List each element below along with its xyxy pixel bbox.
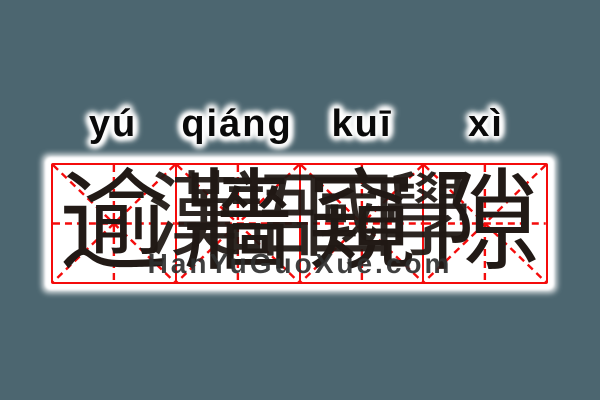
idiom-character-4: 隙 [430, 157, 541, 286]
pinyin-syllable-1: yú [88, 103, 138, 145]
rice-grid-guides [53, 165, 175, 282]
grid-cell-3: 窺 [300, 157, 425, 286]
idiom-character-1: 逾 [58, 157, 169, 286]
idiom-character-3: 窺 [306, 157, 417, 286]
grid-cell-2: 牆 [176, 157, 301, 286]
rice-grid-guides [300, 165, 423, 282]
pinyin-syllable-2: qiáng [181, 103, 293, 145]
pinyin-row: yú qiáng kuī xì [0, 100, 600, 148]
watermark-site-text: HanYuGuoXue.com [147, 248, 453, 279]
pinyin-syllable-3: kuī [331, 103, 393, 145]
idiom-character-2: 牆 [182, 157, 293, 286]
character-grid: 逾 牆 窺 [51, 163, 548, 284]
rice-grid-guides [176, 165, 299, 282]
grid-cell-4: 隙 [424, 165, 546, 282]
rice-grid-guides [424, 165, 546, 282]
grid-cell-1: 逾 [53, 165, 177, 282]
pinyin-syllable-4: xì [468, 103, 504, 145]
